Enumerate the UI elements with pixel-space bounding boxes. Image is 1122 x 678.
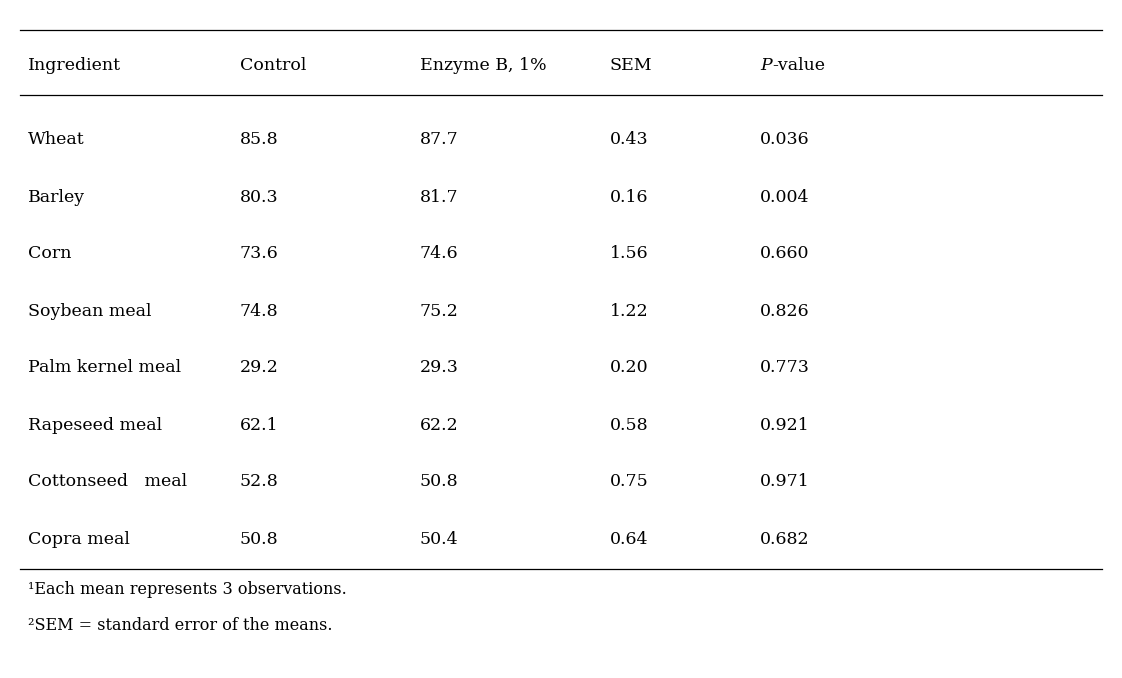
Text: 0.036: 0.036 bbox=[760, 132, 810, 148]
Text: Wheat: Wheat bbox=[28, 132, 84, 148]
Text: 50.8: 50.8 bbox=[420, 473, 459, 490]
Text: 0.58: 0.58 bbox=[610, 416, 649, 433]
Text: 87.7: 87.7 bbox=[420, 132, 459, 148]
Text: -value: -value bbox=[772, 56, 825, 73]
Text: 0.660: 0.660 bbox=[760, 245, 809, 262]
Text: Barley: Barley bbox=[28, 188, 85, 205]
Text: 1.56: 1.56 bbox=[610, 245, 649, 262]
Text: 0.826: 0.826 bbox=[760, 302, 810, 319]
Text: 0.971: 0.971 bbox=[760, 473, 810, 490]
Text: 74.6: 74.6 bbox=[420, 245, 459, 262]
Text: 81.7: 81.7 bbox=[420, 188, 459, 205]
Text: 0.682: 0.682 bbox=[760, 530, 810, 548]
Text: ¹Each mean represents 3 observations.: ¹Each mean represents 3 observations. bbox=[28, 582, 347, 599]
Text: 0.20: 0.20 bbox=[610, 359, 649, 376]
Text: Palm kernel meal: Palm kernel meal bbox=[28, 359, 181, 376]
Text: 52.8: 52.8 bbox=[240, 473, 278, 490]
Text: 29.3: 29.3 bbox=[420, 359, 459, 376]
Text: Rapeseed meal: Rapeseed meal bbox=[28, 416, 162, 433]
Text: Control: Control bbox=[240, 56, 306, 73]
Text: 85.8: 85.8 bbox=[240, 132, 278, 148]
Text: Corn: Corn bbox=[28, 245, 72, 262]
Text: 29.2: 29.2 bbox=[240, 359, 279, 376]
Text: Ingredient: Ingredient bbox=[28, 56, 121, 73]
Text: 1.22: 1.22 bbox=[610, 302, 649, 319]
Text: Cottonseed   meal: Cottonseed meal bbox=[28, 473, 187, 490]
Text: 50.8: 50.8 bbox=[240, 530, 278, 548]
Text: ²SEM = standard error of the means.: ²SEM = standard error of the means. bbox=[28, 616, 332, 633]
Text: SEM: SEM bbox=[610, 56, 653, 73]
Text: 0.773: 0.773 bbox=[760, 359, 810, 376]
Text: 62.1: 62.1 bbox=[240, 416, 278, 433]
Text: Soybean meal: Soybean meal bbox=[28, 302, 151, 319]
Text: Enzyme B, 1%: Enzyme B, 1% bbox=[420, 56, 546, 73]
Text: 62.2: 62.2 bbox=[420, 416, 459, 433]
Text: P: P bbox=[760, 56, 772, 73]
Text: 0.75: 0.75 bbox=[610, 473, 649, 490]
Text: 0.16: 0.16 bbox=[610, 188, 649, 205]
Text: 0.921: 0.921 bbox=[760, 416, 810, 433]
Text: 80.3: 80.3 bbox=[240, 188, 278, 205]
Text: Copra meal: Copra meal bbox=[28, 530, 130, 548]
Text: 74.8: 74.8 bbox=[240, 302, 278, 319]
Text: 73.6: 73.6 bbox=[240, 245, 278, 262]
Text: 0.43: 0.43 bbox=[610, 132, 649, 148]
Text: 0.64: 0.64 bbox=[610, 530, 649, 548]
Text: 0.004: 0.004 bbox=[760, 188, 809, 205]
Text: 75.2: 75.2 bbox=[420, 302, 459, 319]
Text: 50.4: 50.4 bbox=[420, 530, 459, 548]
